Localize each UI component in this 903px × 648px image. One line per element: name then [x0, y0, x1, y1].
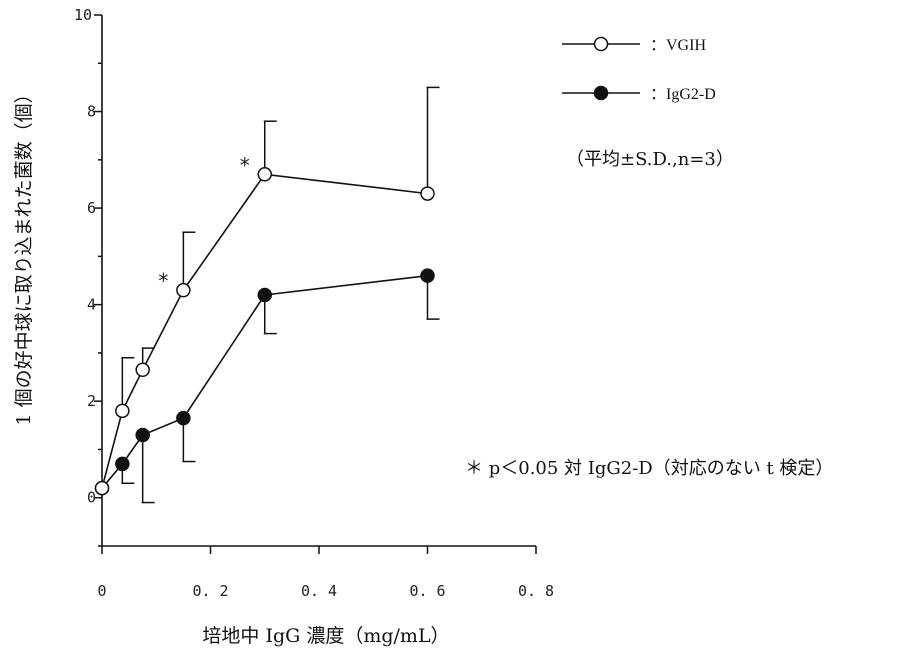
data-point-vgih — [176, 282, 191, 298]
y-tick-label: 10 — [74, 6, 92, 24]
y-tick-label: 6 — [87, 199, 96, 217]
x-tick-label: 0. 4 — [301, 582, 337, 600]
data-point-vgih — [94, 480, 110, 496]
x-axis-label: 培地中 IgG 濃度（mg/mL） — [202, 625, 449, 647]
legend-marker-filled-circle — [593, 85, 609, 101]
legend-label-igg2d: ：IgG2-D — [650, 86, 716, 103]
legend-marker-open-circle — [593, 36, 609, 52]
mean-sd-note: （平均±S.D.,n=3） — [566, 149, 734, 170]
x-tick-label: 0. 8 — [518, 582, 554, 600]
y-tick-label: 4 — [87, 296, 96, 314]
significance-star: * — [240, 153, 250, 177]
legend-entry-igg2d: ：IgG2-D — [562, 85, 716, 103]
significance-note: ＊ p＜0.05 対 IgG2-D（対応のない t 検定） — [465, 458, 833, 479]
data-points — [94, 167, 435, 496]
x-tick-label: 0 — [97, 582, 106, 600]
data-point-vgih — [257, 167, 272, 182]
data-point-igg2d — [135, 427, 150, 443]
legend-entry-vgih: ：VGIH — [562, 36, 706, 54]
series-line-vgih — [101, 173, 428, 489]
y-tick-label: 8 — [87, 103, 96, 121]
data-point-igg2d — [115, 456, 130, 472]
x-tick-label: 0. 6 — [409, 582, 445, 600]
x-ticks: 0 0. 2 0. 4 0. 6 0. 8 — [97, 546, 554, 600]
data-point-vgih — [135, 362, 150, 378]
data-point-vgih — [420, 186, 435, 201]
data-point-igg2d — [257, 287, 272, 303]
data-point-igg2d — [420, 268, 435, 283]
data-point-igg2d — [176, 410, 191, 426]
y-tick-label: 0 — [87, 489, 96, 507]
legend: ：VGIH ：IgG2-D — [562, 36, 716, 103]
data-point-vgih — [115, 403, 130, 419]
y-axis-label: 1 個の好中球に取り込まれた菌数（個） — [13, 84, 35, 425]
y-ticks: 0 2 4 6 8 10 — [74, 6, 102, 547]
legend-label-vgih: ：VGIH — [650, 37, 706, 54]
y-tick-label: 2 — [87, 392, 96, 410]
significance-marks: ** — [158, 153, 249, 293]
error-bars — [121, 86, 440, 504]
significance-star: * — [158, 269, 168, 293]
x-tick-label: 0. 2 — [192, 582, 228, 600]
